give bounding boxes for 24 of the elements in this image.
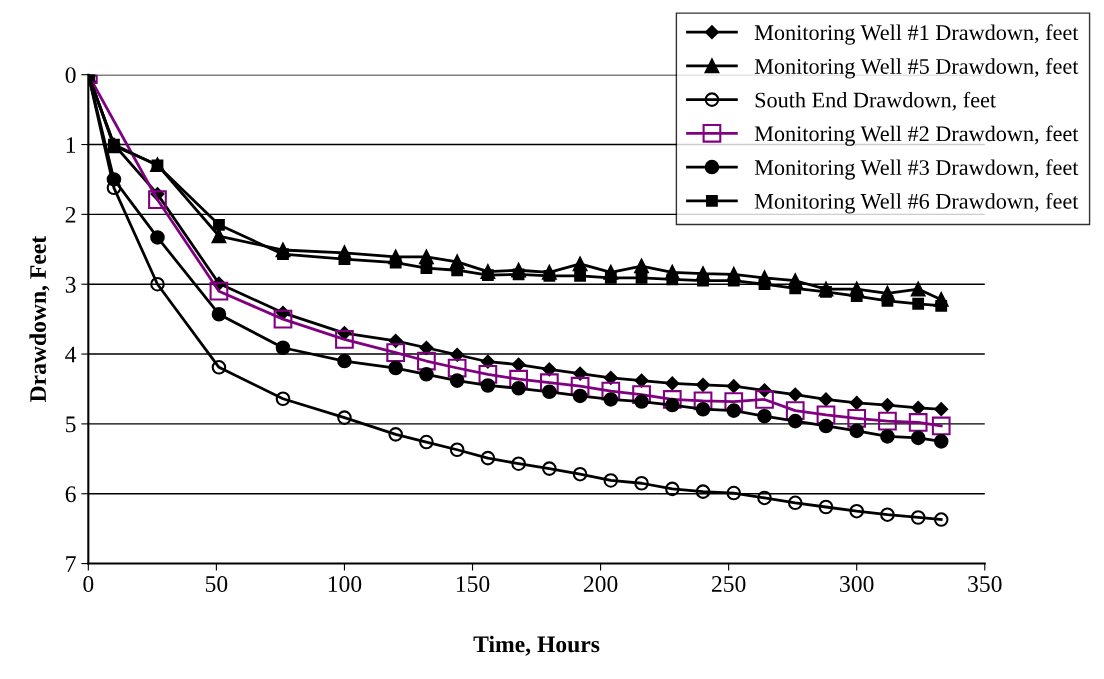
legend-label: Monitoring Well #6 Drawdown, feet [754, 192, 1079, 214]
y-tick-label: 2 [65, 206, 76, 223]
x-tick-label: 300 [840, 576, 874, 592]
y-tick-label: 1 [66, 137, 76, 153]
y-tick-label: 7 [66, 556, 76, 572]
y-tick-label: 5 [66, 416, 76, 433]
legend-label: Monitoring Well #3 Drawdown, feet [754, 159, 1079, 180]
x-tick-label: 200 [583, 576, 618, 592]
legend-label: South End Drawdown, feet [755, 91, 996, 111]
y-tick-label: 4 [65, 346, 77, 363]
legend-label: Monitoring Well #1 Drawdown, feet [754, 24, 1079, 45]
legend-label: Monitoring Well #2 Drawdown, feet [754, 125, 1079, 146]
x-axis-title: Time, Hours [473, 635, 600, 656]
y-tick-label: 0 [65, 67, 76, 84]
x-tick-label: 350 [968, 576, 1002, 592]
x-tick-label: 250 [711, 576, 746, 592]
x-tick-label: 150 [456, 576, 490, 592]
x-tick-label: 0 [83, 576, 94, 592]
x-tick-label: 100 [328, 576, 362, 592]
y-axis-title: Drawdown, Feet [29, 235, 50, 402]
x-tick-label: 50 [205, 576, 228, 592]
legend-label: Monitoring Well #5 Drawdown, feet [754, 58, 1079, 79]
y-tick-label: 6 [65, 486, 76, 503]
y-tick-label: 3 [65, 276, 76, 293]
